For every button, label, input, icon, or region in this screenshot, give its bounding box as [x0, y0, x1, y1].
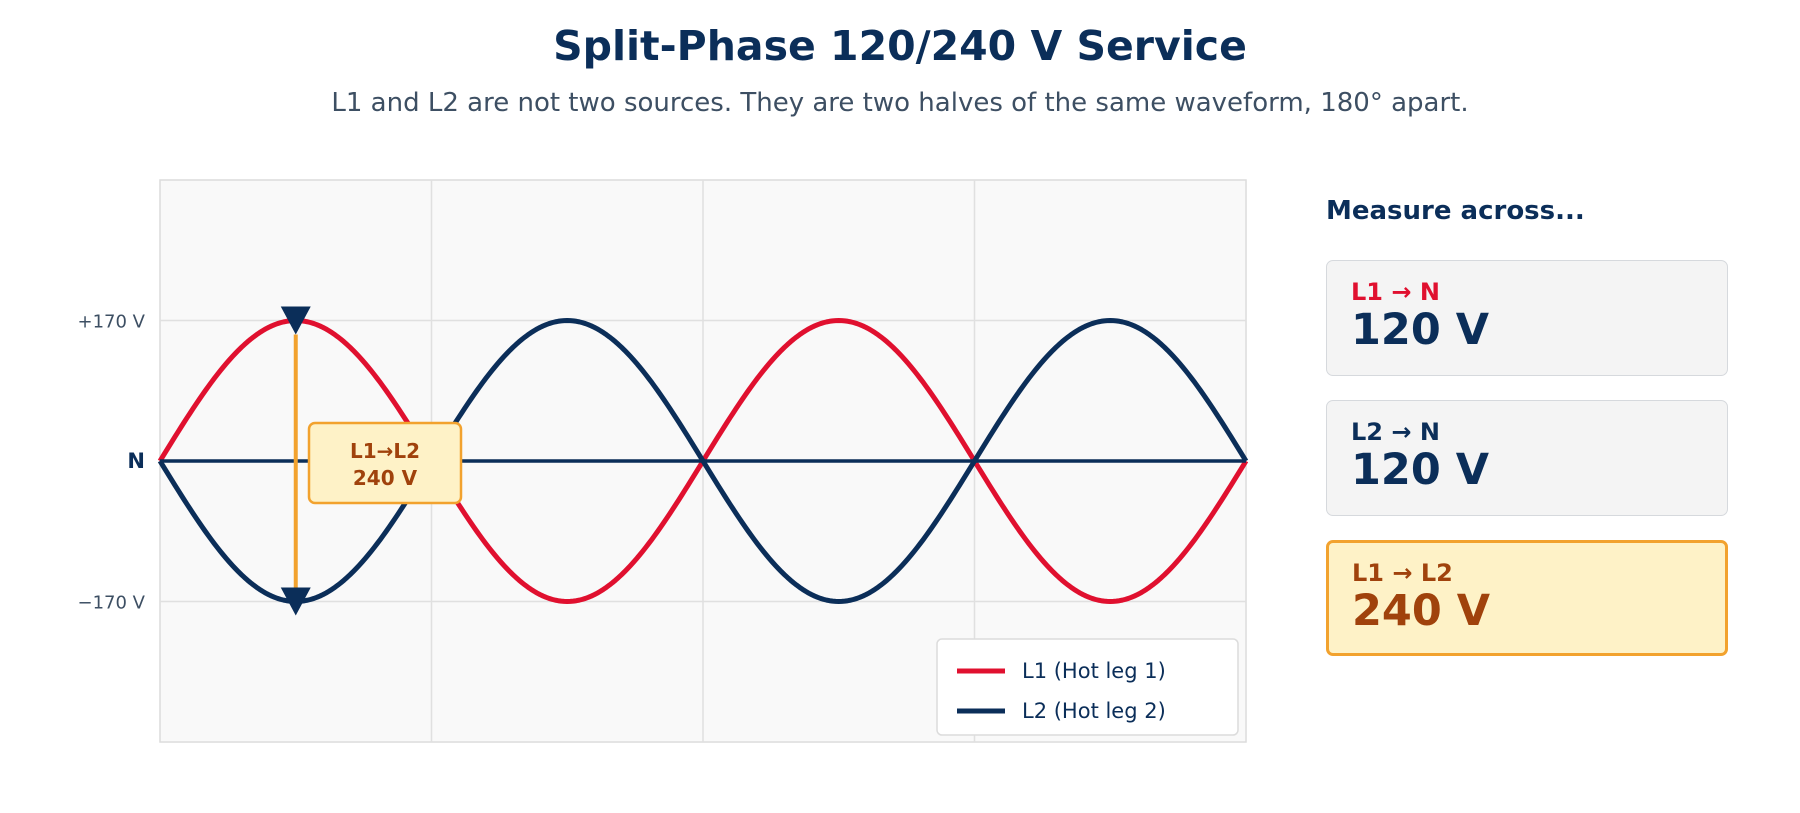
page-title: Split-Phase 120/240 V Service — [553, 22, 1247, 70]
side-panel-heading: Measure across... — [1326, 196, 1585, 226]
measure-card-label: L1 → N — [1351, 278, 1440, 306]
annotation-value: 240 V — [353, 466, 418, 490]
y-tick-label: −170 V — [78, 593, 146, 614]
measure-card-value: 120 V — [1351, 305, 1490, 355]
y-tick-label: +170 V — [78, 312, 146, 333]
measure-card-label: L1 → L2 — [1352, 559, 1453, 587]
arrow-head-top — [280, 306, 311, 335]
measure-card-label: L2 → N — [1351, 418, 1440, 446]
legend-label: L2 (Hot leg 2) — [1022, 699, 1166, 723]
arrow-head-bottom — [280, 587, 311, 616]
page-subtitle: L1 and L2 are not two sources. They are … — [331, 88, 1469, 118]
legend-label: L1 (Hot leg 1) — [1022, 659, 1166, 683]
neutral-label: N — [127, 449, 145, 473]
measure-card-l1-n: L1 → N 120 V — [1326, 260, 1728, 376]
legend-box — [936, 638, 1239, 736]
measure-card-value: 120 V — [1351, 445, 1490, 495]
annotation-label: L1→L2 — [350, 439, 420, 463]
measure-card-value: 240 V — [1352, 586, 1491, 636]
measure-card-l2-n: L2 → N 120 V — [1326, 400, 1728, 516]
annotation-box — [307, 421, 463, 505]
measure-card-l1-l2: L1 → L2 240 V — [1326, 540, 1728, 656]
